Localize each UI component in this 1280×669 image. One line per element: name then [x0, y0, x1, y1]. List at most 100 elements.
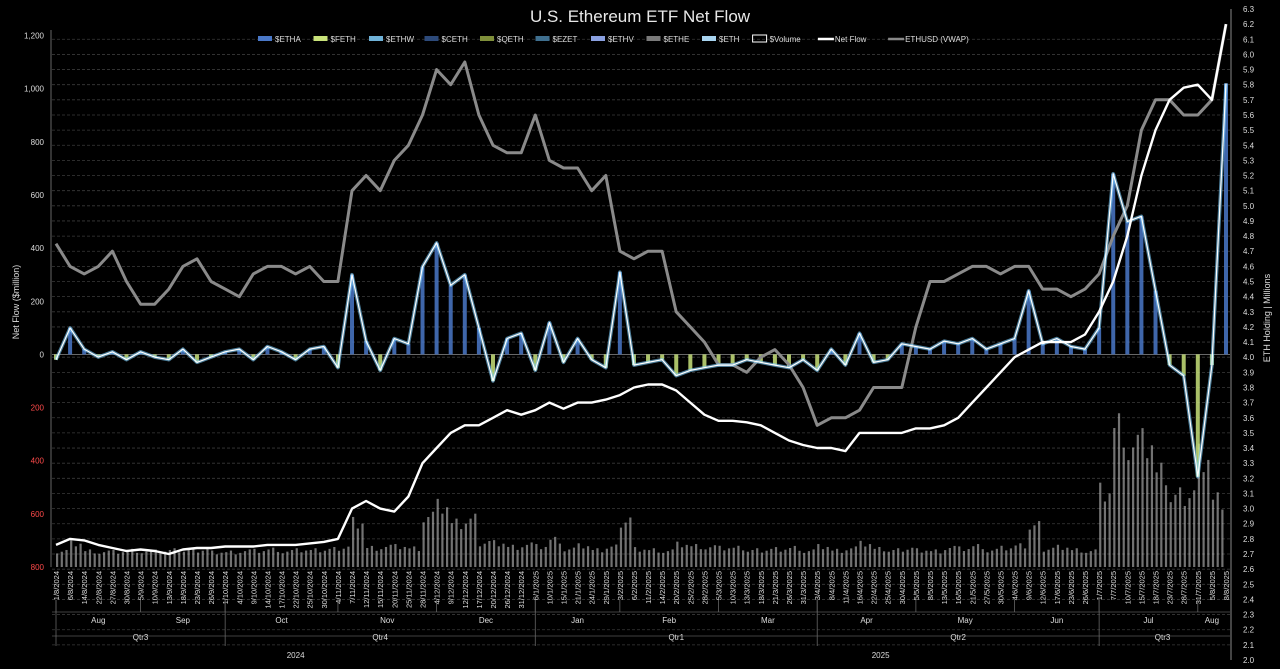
flow-bar	[1097, 327, 1102, 355]
volume-bar	[436, 498, 439, 567]
right-tick-label: 6.0	[1243, 50, 1255, 59]
x-tick-label: 12/12/2024	[461, 571, 470, 609]
flow-bar	[434, 242, 439, 355]
flow-bar	[448, 285, 453, 355]
volume-bar	[605, 548, 608, 567]
x-tick-label: 3/2/2025	[616, 571, 625, 600]
volume-bar	[676, 541, 679, 567]
flow-bar	[801, 354, 806, 360]
x-tick-label: 17/10/2024	[278, 571, 287, 609]
volume-bar	[535, 544, 538, 567]
x-tick-label: 13/9/2024	[165, 571, 174, 604]
volume-bar	[98, 553, 101, 567]
x-tick-label: 21/3/2025	[771, 571, 780, 604]
x-tick-label: 7/11/2024	[348, 571, 357, 604]
volume-bar	[1221, 509, 1224, 567]
x-tick-label: 15/7/2025	[1137, 571, 1146, 604]
volume-bar	[356, 528, 359, 567]
quarter-label: Qtr3	[133, 633, 149, 642]
right-tick-label: 4.7	[1243, 247, 1255, 256]
x-tick-label: 27/8/2024	[108, 571, 117, 604]
flow-bar	[350, 274, 355, 355]
volume-bar	[1028, 529, 1031, 567]
volume-bar	[995, 548, 998, 567]
left-tick-label: 600	[31, 191, 45, 200]
flow-bar	[772, 354, 777, 366]
volume-bar	[262, 551, 265, 567]
right-tick-label: 2.8	[1243, 535, 1255, 544]
volume-bar	[723, 550, 726, 567]
x-tick-label: 12/6/2025	[1039, 571, 1048, 604]
x-tick-label: 9/12/2024	[447, 571, 456, 604]
x-tick-label: 4/6/2025	[1011, 571, 1020, 600]
legend-label: $ETHV	[608, 35, 634, 44]
flow-bar	[1026, 290, 1031, 355]
flow-bar	[899, 343, 904, 355]
volume-bar	[798, 550, 801, 567]
volume-bar	[582, 548, 585, 567]
x-tick-label: 22/10/2024	[292, 571, 301, 609]
x-tick-label: 30/5/2025	[996, 571, 1005, 604]
volume-bar	[615, 544, 618, 567]
volume-bar	[737, 545, 740, 567]
flow-bar	[406, 343, 411, 355]
legend-item: Net Flow	[817, 35, 867, 44]
flow-bar	[927, 349, 932, 355]
flow-bar	[462, 274, 467, 355]
legend-item: $ETHA	[258, 35, 301, 44]
volume-bar	[948, 548, 951, 567]
volume-bar	[1085, 552, 1088, 567]
volume-bar	[1014, 545, 1017, 567]
x-tick-label: 13/5/2025	[940, 571, 949, 604]
right-tick-label: 2.6	[1243, 565, 1255, 574]
volume-bar	[399, 549, 402, 567]
x-tick-label: 13/3/2025	[743, 571, 752, 604]
volume-bar	[1216, 492, 1219, 567]
volume-bar	[173, 548, 176, 567]
right-tick-label: 2.0	[1243, 656, 1255, 665]
volume-bar	[1070, 550, 1074, 567]
right-tick-label: 5.0	[1243, 202, 1255, 211]
volume-bar	[742, 550, 745, 567]
month-label: Mar	[761, 616, 775, 625]
right-tick-label: 4.3	[1243, 308, 1255, 317]
volume-bar	[882, 551, 886, 567]
volume-bar	[713, 545, 717, 567]
volume-bar	[384, 546, 388, 567]
x-tick-label: 31/7/2025	[1194, 571, 1203, 604]
x-tick-label: 22/8/2024	[94, 571, 103, 604]
left-tick-label: 600	[31, 510, 45, 519]
volume-bar	[206, 548, 209, 567]
quarter-label: Qtr1	[668, 633, 684, 642]
volume-bar	[953, 545, 956, 567]
x-tick-label: 30/4/2025	[898, 571, 907, 604]
volume-bar	[211, 550, 214, 567]
volume-bar	[920, 552, 923, 567]
volume-bar	[539, 549, 543, 567]
legend-item: $QETH	[480, 35, 524, 44]
flow-bar	[1125, 221, 1130, 355]
x-tick-label: 23/6/2025	[1067, 571, 1076, 604]
right-tick-label: 3.6	[1243, 414, 1255, 423]
x-tick-label: 23/9/2024	[193, 571, 202, 604]
volume-bar	[511, 544, 514, 567]
volume-bar	[1207, 459, 1210, 567]
right-tick-label: 4.1	[1243, 338, 1255, 347]
flow-bar	[420, 266, 425, 355]
legend: $ETHA $FETH $ETHW $CETH $QETH $EZET $ETHV $ETHE…	[258, 34, 969, 44]
legend-item: $ETHE	[646, 35, 689, 44]
legend-swatch	[591, 36, 605, 41]
volume-bar	[60, 551, 63, 567]
volume-bar	[1174, 494, 1177, 567]
volume-bar	[1155, 472, 1158, 567]
volume-bar	[366, 548, 369, 567]
volume-bar	[671, 549, 674, 567]
x-tick-label: 26/12/2024	[503, 571, 512, 609]
x-tick-label: 31/12/2024	[517, 571, 526, 609]
volume-bar	[859, 540, 862, 567]
x-tick-label: 7/7/2025	[1109, 571, 1118, 600]
volume-bar	[774, 547, 778, 567]
legend-swatch	[313, 36, 328, 41]
right-tick-label: 5.1	[1243, 187, 1255, 196]
